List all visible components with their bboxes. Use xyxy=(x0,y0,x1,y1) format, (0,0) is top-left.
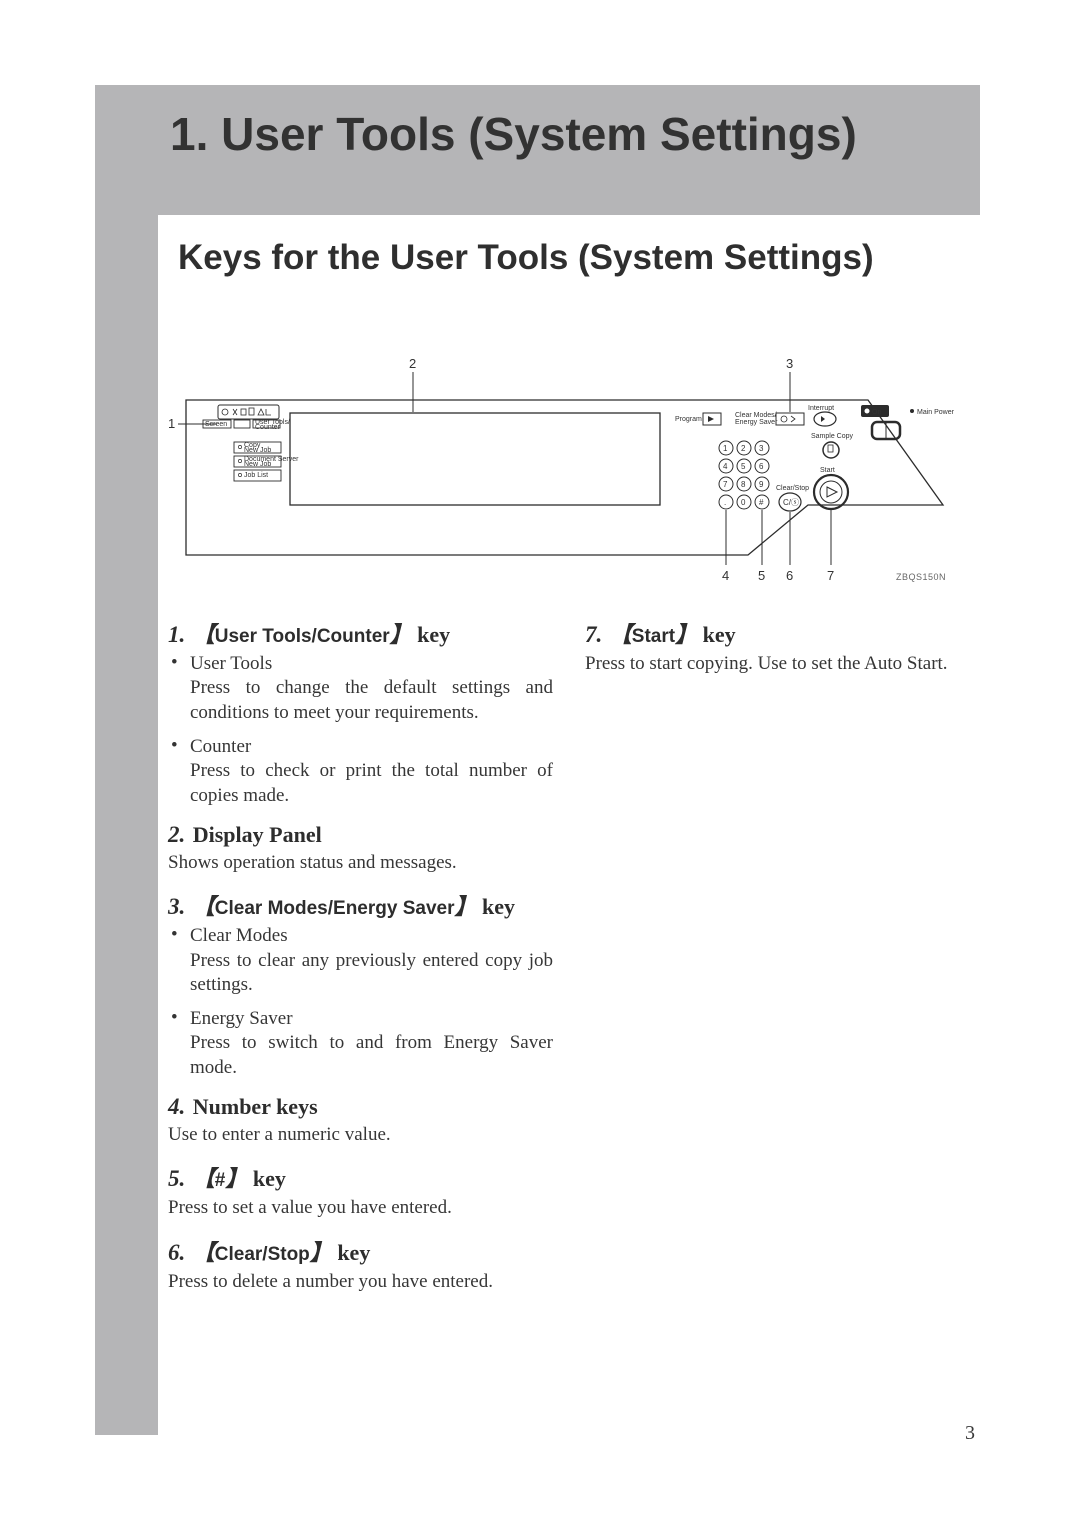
label-interrupt: Interrupt xyxy=(808,405,834,412)
key-1: 1 xyxy=(723,444,728,453)
key-6: 6 xyxy=(759,462,764,471)
list-item: Counter Press to check or print the tota… xyxy=(168,735,553,808)
key-hash: # xyxy=(759,498,764,507)
label-newjob1: New Job xyxy=(244,447,271,454)
label-program: Program xyxy=(675,416,702,423)
diagram-reference: ZBQS150N xyxy=(896,572,946,582)
section-title: Keys for the User Tools (System Settings… xyxy=(178,238,874,278)
key-4: 4 xyxy=(723,462,728,471)
item-2-desc: Shows operation status and messages. xyxy=(168,851,553,875)
callout-4: 4 xyxy=(722,568,729,583)
callout-7: 7 xyxy=(827,568,834,583)
item-5-desc: Press to set a value you have entered. xyxy=(168,1196,553,1220)
callout-2: 2 xyxy=(409,356,416,371)
control-panel-diagram: Copy New Job Document Server New Job Job… xyxy=(168,350,968,585)
label-samplecopy: Sample Copy xyxy=(811,433,854,440)
key-9: 9 xyxy=(759,480,764,489)
item-2-head: 2. Display Panel xyxy=(168,822,553,848)
list-item: Energy Saver Press to switch to and from… xyxy=(168,1007,553,1080)
item-3-head: 3. 【Clear Modes/Energy Saver】 key xyxy=(168,889,553,921)
callout-1: 1 xyxy=(168,416,175,431)
label-mainpower: Main Power xyxy=(917,409,955,416)
label-clearstop: Clear/Stop xyxy=(776,485,809,492)
key-3: 3 xyxy=(759,444,764,453)
callout-6: 6 xyxy=(786,568,793,583)
item-5-head: 5. 【#】 key xyxy=(168,1161,553,1193)
callout-5: 5 xyxy=(758,568,765,583)
chapter-title: 1. User Tools (System Settings) xyxy=(170,107,980,161)
list-item: Clear Modes Press to clear any previousl… xyxy=(168,924,553,997)
label-energysaver: Energy Saver xyxy=(735,419,778,426)
key-dot: . xyxy=(724,498,726,507)
item-3-bullets: Clear Modes Press to clear any previousl… xyxy=(168,924,553,1080)
clearstop-glyph: C/ⓢ xyxy=(783,498,799,507)
callout-3: 3 xyxy=(786,356,793,371)
item-4-desc: Use to enter a numeric value. xyxy=(168,1123,553,1147)
item-6-desc: Press to delete a number you have entere… xyxy=(168,1270,553,1294)
label-start: Start xyxy=(820,467,835,474)
right-column: 7. 【Start】 key Press to start copying. U… xyxy=(585,603,970,1294)
left-column: 1. 【User Tools/Counter】 key User Tools P… xyxy=(168,603,553,1294)
item-1-bullets: User Tools Press to change the default s… xyxy=(168,652,553,808)
label-joblist: Job List xyxy=(244,472,268,479)
list-item: User Tools Press to change the default s… xyxy=(168,652,553,725)
label-newjob2: New Job xyxy=(244,461,271,468)
item-7-head: 7. 【Start】 key xyxy=(585,617,970,649)
key-2: 2 xyxy=(741,444,746,453)
label-counter: Counter xyxy=(255,424,281,431)
key-8: 8 xyxy=(741,480,746,489)
item-6-head: 6. 【Clear/Stop】 key xyxy=(168,1235,553,1267)
label-on: On xyxy=(872,409,881,416)
key-7: 7 xyxy=(723,480,728,489)
side-bar xyxy=(95,215,158,1435)
key-5: 5 xyxy=(741,462,746,471)
key-0: 0 xyxy=(741,498,746,507)
item-1-head: 1. 【User Tools/Counter】 key xyxy=(168,617,553,649)
item-4-head: 4. Number keys xyxy=(168,1094,553,1120)
item-7-desc: Press to start copying. Use to set the A… xyxy=(585,652,970,676)
label-clearmodes: Clear Modes/ xyxy=(735,412,777,419)
page-number: 3 xyxy=(965,1422,975,1445)
body-columns: 1. 【User Tools/Counter】 key User Tools P… xyxy=(168,603,973,1294)
